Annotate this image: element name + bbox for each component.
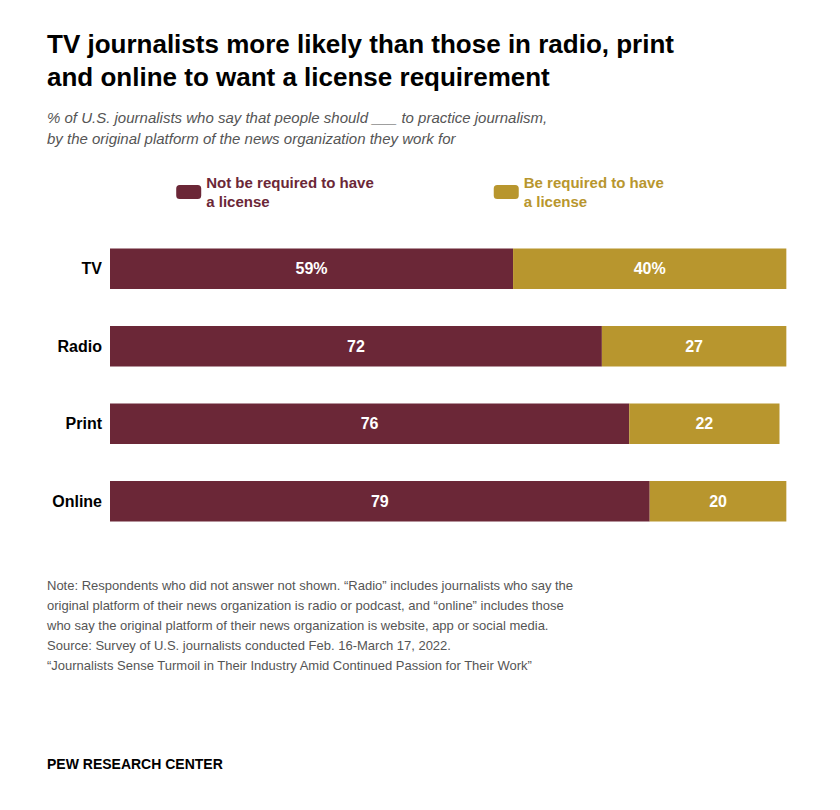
svg-text:Source: Survey of U.S. journal: Source: Survey of U.S. journalists condu… bbox=[47, 638, 451, 653]
svg-text:a license: a license bbox=[524, 193, 587, 210]
svg-text:79: 79 bbox=[371, 493, 389, 510]
svg-text:by the original platform of th: by the original platform of the news org… bbox=[47, 130, 457, 147]
svg-text:20: 20 bbox=[709, 493, 727, 510]
svg-text:Note: Respondents who did not: Note: Respondents who did not answer not… bbox=[47, 578, 573, 593]
svg-text:72: 72 bbox=[347, 338, 365, 355]
svg-text:Print: Print bbox=[66, 415, 103, 432]
svg-text:Be required to have: Be required to have bbox=[524, 174, 664, 191]
svg-text:Radio: Radio bbox=[58, 338, 103, 355]
svg-text:Not be required to have: Not be required to have bbox=[206, 174, 374, 191]
svg-text:76: 76 bbox=[361, 415, 379, 432]
svg-text:TV: TV bbox=[82, 260, 103, 277]
svg-text:PEW RESEARCH CENTER: PEW RESEARCH CENTER bbox=[47, 756, 223, 772]
svg-text:TV journalists more likely tha: TV journalists more likely than those in… bbox=[47, 29, 674, 59]
svg-text:and online to want a license r: and online to want a license requirement bbox=[47, 62, 550, 92]
svg-text:a license: a license bbox=[206, 193, 269, 210]
svg-text:“Journalists Sense Turmoil in: “Journalists Sense Turmoil in Their Indu… bbox=[47, 658, 532, 673]
svg-text:59%: 59% bbox=[296, 260, 328, 277]
svg-text:40%: 40% bbox=[634, 260, 666, 277]
svg-text:Online: Online bbox=[52, 493, 102, 510]
svg-text:27: 27 bbox=[685, 338, 703, 355]
svg-text:original platform of their new: original platform of their news organiza… bbox=[47, 598, 564, 613]
svg-text:who say the original platform: who say the original platform of their n… bbox=[46, 618, 548, 633]
svg-text:% of U.S. journalists who say: % of U.S. journalists who say that peopl… bbox=[47, 109, 547, 126]
svg-text:22: 22 bbox=[695, 415, 713, 432]
